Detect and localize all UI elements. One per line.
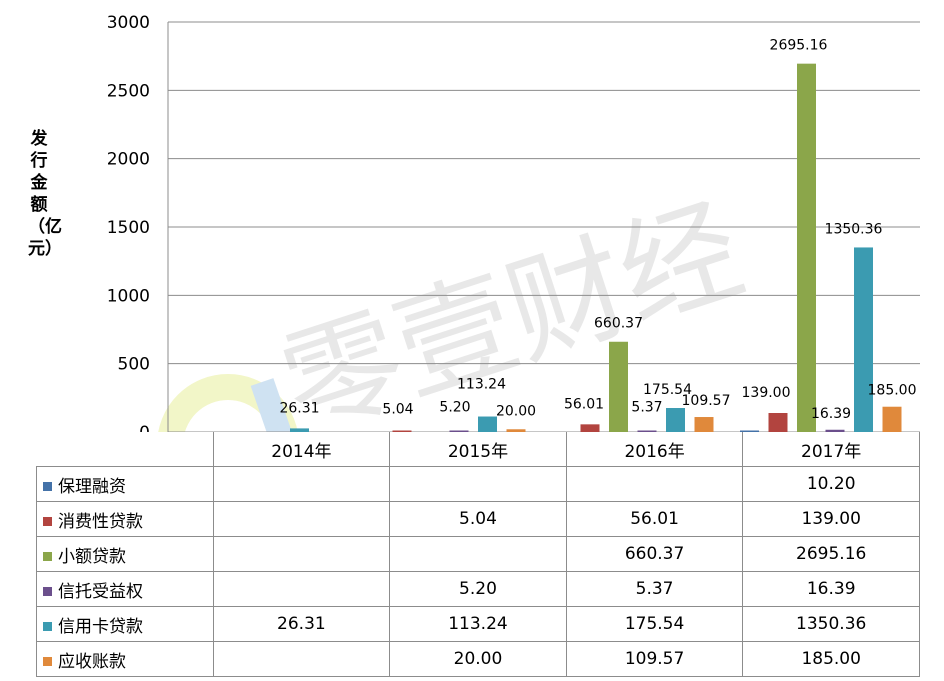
legend-entry: 保理融资 (36, 466, 214, 502)
data-label: 113.24 (457, 377, 506, 393)
y-axis-ticks: 0 500 1000 1500 2000 2500 3000 (107, 13, 150, 432)
data-table-cell: 1350.36 (742, 606, 920, 642)
bar (768, 413, 788, 432)
y-tick-label: 2500 (107, 81, 150, 101)
data-table-cell: 139.00 (742, 501, 920, 537)
bar (478, 416, 497, 432)
series-name: 小额贷款 (58, 546, 126, 567)
bar (740, 430, 759, 432)
data-table-cell: 56.01 (565, 501, 744, 537)
data-table-cell: 16.39 (742, 571, 920, 607)
data-table-row: 消费性贷款 5.04 56.01 139.00 (36, 501, 920, 537)
category-label: 2015年 (389, 432, 567, 467)
data-label: 660.37 (594, 316, 643, 332)
legend-key (43, 656, 52, 666)
data-label: 175.54 (643, 382, 692, 398)
bar (637, 430, 657, 432)
bar (609, 341, 628, 432)
data-label: 2695.16 (770, 38, 828, 54)
data-table-cell (389, 466, 567, 502)
data-table-cell: 5.37 (565, 571, 744, 607)
data-table-corner (36, 432, 214, 467)
category-label: 2014年 (212, 432, 391, 467)
legend-key (43, 481, 52, 491)
legend-entry: 应收账款 (36, 641, 214, 677)
y-tick-label: 1500 (107, 218, 150, 238)
data-labels: 5.04 56.01 139.00 660.37 2695.16 5.20 5.37 16.3… (279, 38, 916, 422)
y-tick-label: 1000 (107, 286, 150, 306)
data-table-row: 应收账款 20.00 109.57 185.00 (36, 641, 920, 677)
data-table-cell (565, 466, 744, 502)
data-table-cell: 2695.16 (742, 536, 920, 572)
bars (290, 63, 902, 432)
bar (882, 406, 902, 432)
data-label: 5.20 (439, 399, 470, 415)
y-tick-label: 2000 (107, 150, 150, 170)
data-table-cell: 5.04 (389, 501, 567, 537)
data-table-cell: 5.20 (389, 571, 567, 607)
data-table-row: 信托受益权 5.20 5.37 16.39 (36, 571, 920, 607)
data-label: 26.31 (279, 400, 319, 416)
data-table-row: 小额贷款 660.37 2695.16 (36, 536, 920, 572)
legend-key (43, 586, 52, 596)
data-table-cell (212, 466, 391, 502)
series-name: 消费性贷款 (58, 511, 143, 532)
legend-key (43, 551, 52, 561)
data-table-cell: 660.37 (565, 536, 744, 572)
series-name: 信托受益权 (58, 581, 143, 602)
data-label: 139.00 (742, 385, 791, 401)
bar (290, 428, 309, 432)
data-label: 185.00 (868, 383, 917, 399)
data-label: 5.37 (631, 399, 662, 415)
bar (825, 429, 845, 432)
legend-key (43, 621, 52, 631)
data-table-cell (212, 501, 391, 537)
data-label: 5.04 (382, 401, 413, 417)
bar (797, 63, 816, 432)
data-table-cell: 26.31 (212, 606, 391, 642)
data-table-row: 信用卡贷款 26.31 113.24 175.54 1350.36 (36, 606, 920, 642)
legend-key (43, 516, 52, 526)
data-table-row: 保理融资 10.20 (36, 466, 920, 502)
data-table-cell: 175.54 (565, 606, 744, 642)
legend-entry: 信托受益权 (36, 571, 214, 607)
legend-entry: 信用卡贷款 (36, 606, 214, 642)
bar (666, 408, 685, 432)
data-table-cell: 20.00 (389, 641, 567, 677)
bar (392, 430, 412, 432)
data-table-cell (212, 641, 391, 677)
y-tick-label: 500 (118, 355, 150, 375)
data-table-header: 2014年 2015年 2016年 2017年 (36, 432, 920, 467)
y-tick-label: 0 (139, 423, 150, 432)
bar (506, 429, 526, 432)
legend-entry: 消费性贷款 (36, 501, 214, 537)
chart-area: 零壹财经 050010001500200025003000 5.0456.011… (107, 13, 920, 432)
data-table-cell (212, 536, 391, 572)
category-label: 2016年 (565, 432, 744, 467)
bar (854, 247, 873, 432)
bar (694, 417, 714, 432)
series-name: 保理融资 (58, 476, 126, 497)
data-table-cell: 113.24 (389, 606, 567, 642)
bar (449, 430, 469, 432)
data-table-cell (389, 536, 567, 572)
data-table-cell (212, 571, 391, 607)
data-label: 109.57 (682, 393, 731, 409)
bar (580, 424, 600, 432)
data-label: 1350.36 (825, 221, 883, 237)
gridlines (168, 21, 920, 432)
data-label: 56.01 (564, 396, 604, 412)
legend-entry: 小额贷款 (36, 536, 214, 572)
y-tick-label: 3000 (107, 13, 150, 33)
data-table: 2014年 2015年 2016年 2017年 保理融资 10.20 消费性贷款 5.… (36, 432, 920, 677)
series-name: 信用卡贷款 (58, 616, 143, 637)
category-label: 2017年 (742, 432, 920, 467)
data-label: 16.39 (811, 406, 851, 422)
series-name: 应收账款 (58, 651, 126, 672)
data-label: 20.00 (496, 403, 536, 419)
data-table-cell: 109.57 (565, 641, 744, 677)
data-table-cell: 185.00 (742, 641, 920, 677)
data-table-cell: 10.20 (742, 466, 920, 502)
y-axis-label: 发行金额（亿元） (28, 129, 62, 259)
